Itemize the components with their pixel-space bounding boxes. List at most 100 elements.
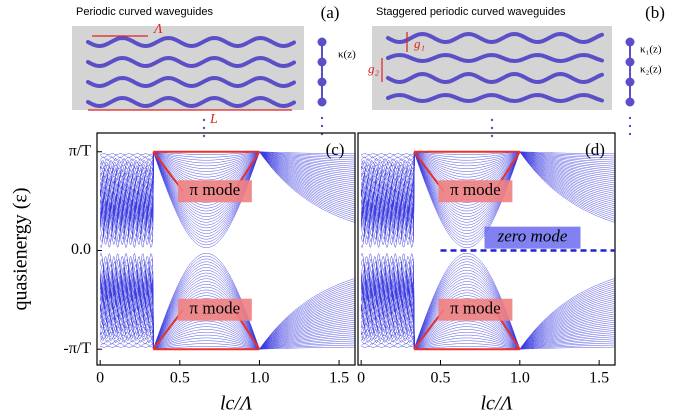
band [360, 261, 615, 350]
band [100, 317, 355, 350]
x-tick-label: 1.5 [589, 370, 609, 387]
band [99, 151, 355, 164]
schematic-title: Staggered periodic curved waveguides [376, 6, 566, 18]
dot [202, 134, 206, 138]
mode-box [177, 298, 252, 321]
band [361, 346, 615, 350]
band [99, 255, 355, 350]
band [360, 280, 615, 350]
gap: g₂ [368, 61, 380, 76]
band [99, 261, 355, 350]
plot [99, 151, 355, 350]
mode-label: π mode [190, 299, 241, 318]
band [361, 340, 615, 350]
site [625, 37, 635, 47]
x-tick-label: 1.5 [329, 370, 349, 387]
panel-label: (a) [321, 3, 340, 22]
band [99, 326, 355, 350]
band [99, 151, 355, 215]
site [317, 97, 327, 107]
band [99, 252, 355, 350]
dot [202, 118, 206, 122]
dot [628, 124, 632, 128]
band [360, 151, 615, 220]
band [99, 334, 355, 350]
band [99, 151, 355, 167]
band [360, 151, 615, 178]
band [99, 323, 355, 350]
waveguide [86, 35, 296, 49]
band [99, 263, 355, 350]
band [99, 151, 355, 235]
dot [628, 116, 632, 120]
band [100, 343, 355, 350]
waveguide [386, 52, 604, 64]
band [360, 151, 615, 243]
band [100, 320, 355, 350]
band [360, 151, 615, 167]
band [99, 266, 355, 350]
dot [628, 132, 632, 136]
band [99, 151, 355, 238]
waveguide [86, 95, 296, 109]
dot [490, 118, 494, 122]
dot [320, 116, 324, 120]
waveguide [386, 31, 604, 45]
band [100, 340, 355, 350]
band [360, 337, 615, 350]
x-axis-label: lc/Λ [220, 393, 252, 415]
y-tick-label: π/T [69, 142, 92, 159]
dot [490, 126, 494, 130]
band [360, 252, 615, 350]
frame [96, 132, 356, 366]
y-tick-label: 0.0 [71, 241, 91, 258]
band [360, 263, 615, 350]
coupling: κ(z) [338, 49, 356, 61]
length: L [209, 112, 218, 127]
band [360, 323, 615, 350]
mode-box [484, 226, 581, 249]
site [317, 77, 327, 87]
band [360, 151, 615, 226]
band [361, 151, 615, 161]
x-tick-label: 0 [96, 370, 104, 387]
coupling: κ₁(z) [640, 44, 662, 56]
mode-label: zero mode [497, 227, 568, 246]
band [99, 329, 355, 350]
gap: g₁ [414, 36, 425, 51]
band [100, 346, 355, 350]
band [360, 329, 615, 350]
band [99, 286, 355, 350]
x-tick-label: 1.0 [510, 370, 530, 387]
mode-box [438, 180, 513, 203]
waveguide [86, 55, 296, 69]
band [99, 151, 355, 226]
band [361, 320, 615, 350]
band [99, 151, 355, 243]
site [317, 57, 327, 67]
band [100, 151, 355, 161]
dot [202, 126, 206, 130]
x-tick-label: 0.5 [170, 370, 190, 387]
band [360, 151, 615, 175]
site [625, 97, 635, 107]
band [99, 258, 355, 350]
band [360, 334, 615, 350]
band [100, 151, 355, 158]
x-tick-label: 1.0 [249, 370, 269, 387]
dot [490, 134, 494, 138]
band [99, 151, 355, 240]
panel-label: (c) [326, 140, 345, 159]
band [100, 151, 355, 155]
band [99, 332, 355, 350]
band [360, 255, 615, 350]
frame [357, 132, 616, 366]
dot [320, 124, 324, 128]
band [99, 151, 355, 246]
band [360, 151, 615, 238]
band [99, 280, 355, 350]
band [360, 151, 615, 164]
mode-label: π mode [450, 299, 501, 318]
